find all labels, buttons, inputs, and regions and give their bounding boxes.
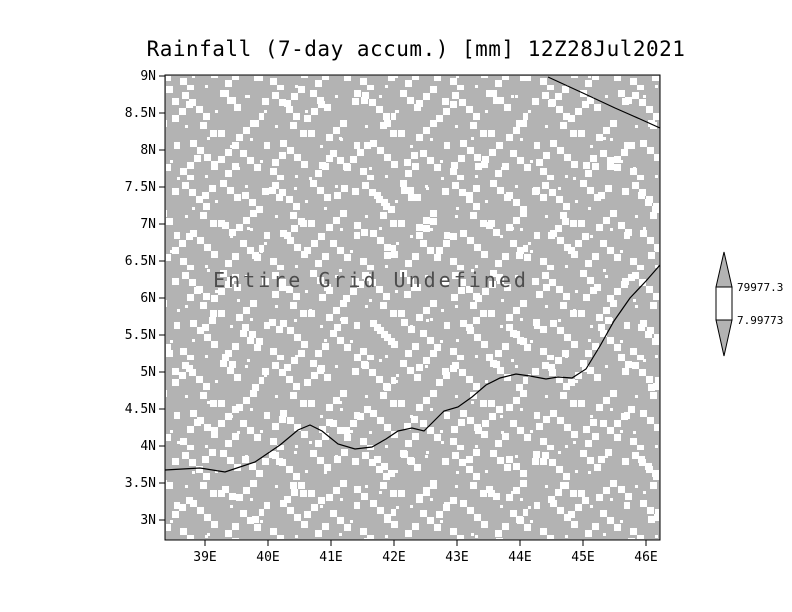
y-tick-label: 5N [140,365,156,380]
x-tick-label: 43E [445,550,468,565]
y-tick-label: 4N [140,439,156,454]
colorbar-label-upper: 79977.3 [737,281,783,294]
colorbar-up-arrow [715,251,733,288]
x-tick-label: 41E [319,550,342,565]
x-tick-label: 39E [193,550,216,565]
x-tick-label: 46E [634,550,657,565]
entire-grid-undefined-label: Entire Grid Undefined [213,268,529,292]
y-tick-label: 6.5N [125,254,156,269]
y-tick-label: 3N [140,513,156,528]
y-tick-label: 8N [140,143,156,158]
colorbar-label-lower: 7.99773 [737,314,783,327]
x-tick-label: 44E [508,550,531,565]
plot-title: Rainfall (7-day accum.) [mm] 12Z28Jul202… [147,37,686,61]
undefined-speckle-layer-2 [166,76,659,539]
x-tick-label: 42E [382,550,405,565]
colorbar-white-band [715,286,733,321]
coastline-river-path [164,264,661,473]
coastline-topright-path [547,76,661,129]
y-tick-label: 8.5N [125,106,156,121]
y-tick-label: 3.5N [125,476,156,491]
x-tick-label: 45E [571,550,594,565]
y-tick-label: 9N [140,69,156,84]
y-tick-label: 5.5N [125,328,156,343]
colorbar-down-arrow [715,319,733,357]
y-tick-label: 4.5N [125,402,156,417]
x-tick-label: 40E [256,550,279,565]
y-tick-label: 7.5N [125,180,156,195]
y-tick-label: 6N [140,291,156,306]
y-tick-label: 7N [140,217,156,232]
